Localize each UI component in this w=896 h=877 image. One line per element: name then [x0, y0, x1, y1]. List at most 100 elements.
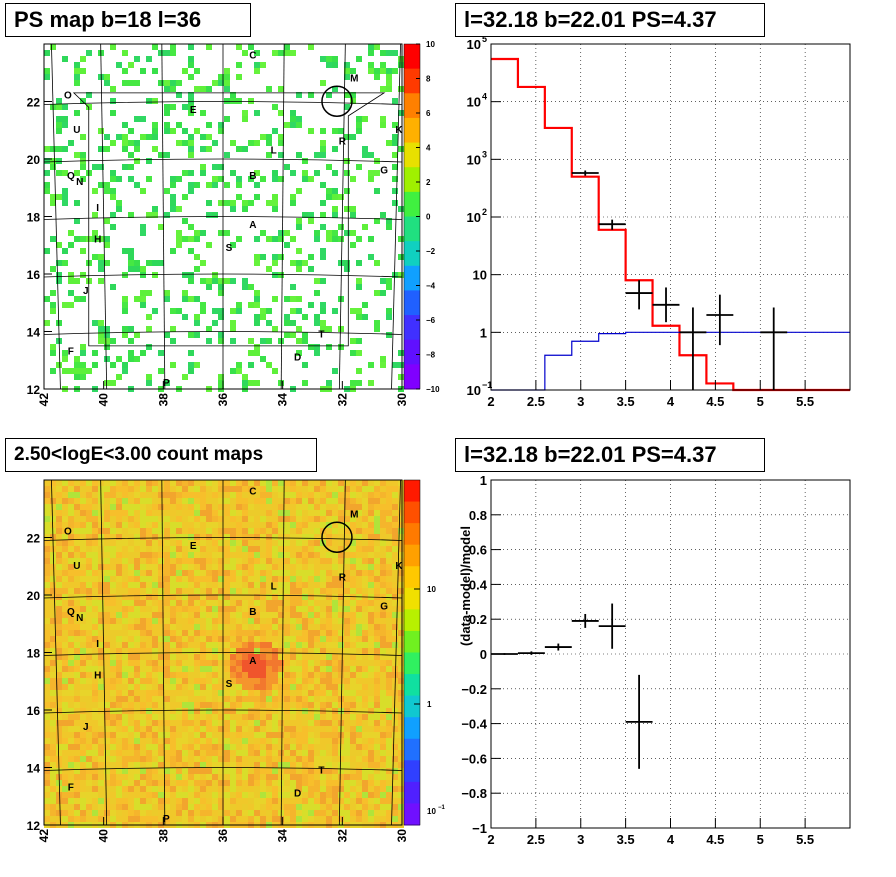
source-label-a: A [249, 220, 256, 231]
x-tick-label: 30 [395, 829, 409, 843]
graticule-meridian [51, 43, 61, 390]
source-label-p: P [163, 814, 170, 825]
x-tick-label: 42 [37, 393, 51, 407]
ps-map-title: PS map b=18 l=36 [5, 3, 251, 37]
data-point [652, 287, 680, 323]
source-label-d: D [294, 352, 301, 363]
colorbar-frame [403, 479, 421, 826]
colorbar-cell [404, 738, 420, 761]
y-tick-label: 0.8 [469, 508, 487, 523]
y-tick-label: 18 [27, 211, 41, 225]
graticule-parallel [43, 216, 403, 220]
graticule-parallel [43, 101, 403, 105]
source-label-f: F [68, 347, 74, 358]
colorbar-cell [404, 609, 420, 632]
graticule-parallel [43, 273, 403, 278]
x-tick-label: 4.5 [706, 394, 724, 409]
graticule-meridian [391, 43, 401, 390]
y-tick-label: 22 [27, 532, 41, 546]
source-label-i: I [96, 639, 99, 650]
colorbar-cell [404, 265, 420, 291]
colorbar-tick-label: −4 [426, 282, 436, 291]
source-label-s: S [226, 243, 233, 254]
colorbar-tick-label: 10 [427, 807, 436, 816]
source-label-b: B [249, 607, 256, 618]
colorbar-cell [404, 587, 420, 610]
graticule-parallel [43, 709, 403, 714]
x-tick-label: 32 [335, 829, 349, 843]
source-label-h: H [94, 234, 101, 245]
x-tick-label: 38 [156, 393, 170, 407]
colorbar-tick-label: −6 [426, 316, 436, 325]
ratio-chart: 2 2.5 3 3.5 4 4.5 5 5.5 1 0.8 0.6 0.4 0.2 0 −0.2 −0.4 −0… [458, 473, 851, 847]
graticule-meridian [100, 479, 108, 826]
graticule-parallel [43, 652, 403, 656]
x-tick-label: 36 [216, 829, 230, 843]
ratio-title: l=32.18 b=22.01 PS=4.37 [455, 438, 765, 472]
colorbar-cell [404, 93, 420, 119]
residual-point [517, 651, 545, 655]
roi-outline [72, 92, 386, 347]
source-label-k: K [395, 125, 403, 136]
x-tick-label: 30 [395, 393, 409, 407]
count-map-panel: C M O E U K R L G B Q N I A H S J T F D P 12 14 16 18 20 22 42 40 38 3… [0, 436, 448, 872]
source-label-t: T [318, 329, 324, 340]
colorbar-cell [404, 339, 420, 365]
y-tick-label: 10 [473, 268, 487, 283]
source-label-c: C [249, 486, 256, 497]
data-point [706, 294, 734, 346]
source-label-u: U [73, 561, 80, 572]
y-tick-exponent: 5 [482, 34, 487, 44]
y-tick-label: −1 [472, 821, 487, 836]
source-label-b: B [249, 171, 256, 182]
colorbar-tick-label: 4 [426, 144, 431, 153]
graticule-parallel [43, 594, 403, 599]
colorbar-cell [404, 760, 420, 783]
colorbar-tick-label: −10 [426, 385, 440, 394]
ps-map-panel: C M O E U K R L G B Q N I A H S J T F D P 12 14 16 18 20 22 42 40 38 3… [0, 0, 448, 436]
source-label-g: G [380, 601, 388, 612]
source-label-q: Q [67, 607, 75, 618]
colorbar-tick-label: −8 [426, 351, 436, 360]
colorbar [403, 479, 421, 826]
colorbar-cell [404, 781, 420, 804]
source-label-l: L [271, 581, 277, 592]
source-label-e: E [190, 541, 197, 552]
graticule-meridian [51, 479, 61, 826]
data-point [571, 170, 599, 176]
y-tick-label: 0.2 [469, 612, 487, 627]
y-axis-label: (data-model)/model [458, 526, 473, 646]
graticule-parallel [43, 537, 403, 541]
y-tick-label: 18 [27, 647, 41, 661]
y-tick-label: 14 [27, 326, 41, 340]
colorbar-cell [404, 544, 420, 567]
colorbar-cell [404, 803, 420, 826]
y-tick-label: 0 [480, 647, 487, 662]
colorbar-cell [404, 674, 420, 697]
y-tick-label: 0.6 [469, 543, 487, 558]
graticule [43, 479, 403, 826]
y-tick-label: 10 [467, 210, 481, 225]
y-tick-label: 1 [480, 325, 487, 340]
graticule [43, 43, 403, 390]
graticule-meridian [338, 43, 346, 390]
colorbar-tick-label: 10 [427, 585, 436, 594]
colorbar-cell [404, 191, 420, 217]
source-label-r: R [339, 573, 347, 584]
y-tick-label: 20 [27, 153, 41, 167]
colorbar-tick-label: 6 [426, 109, 431, 118]
colorbar-tick-label: 10 [426, 40, 435, 49]
x-tick-label: 5 [757, 394, 764, 409]
data-point [598, 219, 626, 230]
map-pixels [44, 44, 404, 392]
x-tick-label: 4 [667, 832, 675, 847]
x-tick-label: 2.5 [527, 832, 545, 847]
y-tick-label: 12 [27, 383, 41, 397]
x-tick-label: 5 [757, 832, 764, 847]
x-tick-label: 34 [276, 393, 290, 407]
source-circle [321, 85, 353, 117]
colorbar-cell [404, 364, 420, 390]
source-label-m: M [350, 509, 358, 520]
y-tick-label: −0.8 [461, 786, 487, 801]
y-tick-label: 14 [27, 762, 41, 776]
